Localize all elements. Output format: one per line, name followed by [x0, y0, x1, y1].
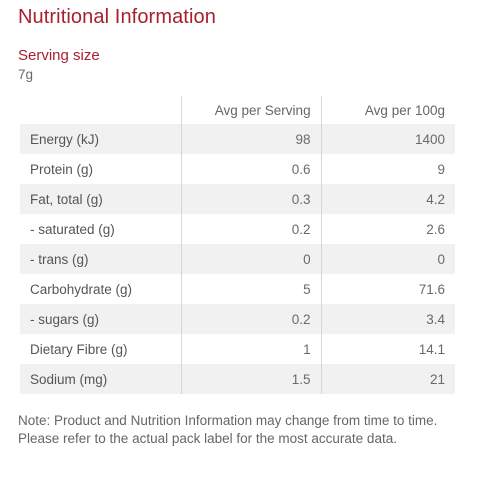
header-avg-per-serving: Avg per Serving [181, 96, 322, 124]
table-row: Protein (g) 0.6 9 [20, 154, 455, 184]
per-serving-value: 5 [181, 274, 322, 304]
per-100g-value: 14.1 [320, 334, 455, 364]
table-row: Energy (kJ) 98 1400 [20, 124, 455, 154]
table-row: Sodium (mg) 1.5 21 [20, 364, 455, 394]
nutrient-name: - sugars (g) [20, 304, 182, 334]
per-100g-value: 4.2 [320, 184, 455, 214]
per-serving-value: 0.2 [181, 214, 322, 244]
table-row: Fat, total (g) 0.3 4.2 [20, 184, 455, 214]
header-avg-per-100g: Avg per 100g [320, 96, 455, 124]
header-nutrient [20, 96, 182, 124]
per-serving-value: 98 [181, 124, 322, 154]
per-100g-value: 2.6 [320, 214, 455, 244]
serving-size-value: 7g [18, 67, 34, 82]
serving-size-label: Serving size [18, 47, 100, 64]
nutrient-name: Carbohydrate (g) [20, 274, 182, 304]
nutrient-name: Protein (g) [20, 154, 182, 184]
per-serving-value: 1 [181, 334, 322, 364]
nutrient-name: Sodium (mg) [20, 364, 182, 394]
per-100g-value: 71.6 [320, 274, 455, 304]
table-row: Carbohydrate (g) 5 71.6 [20, 274, 455, 304]
table-row: - saturated (g) 0.2 2.6 [20, 214, 455, 244]
per-100g-value: 9 [320, 154, 455, 184]
per-serving-value: 0 [181, 244, 322, 274]
per-serving-value: 0.3 [181, 184, 322, 214]
nutrient-name: - saturated (g) [20, 214, 182, 244]
table-row: - sugars (g) 0.2 3.4 [20, 304, 455, 334]
nutrition-table: Avg per Serving Avg per 100g Energy (kJ)… [20, 96, 455, 394]
table-row: - trans (g) 0 0 [20, 244, 455, 274]
nutrient-name: Dietary Fibre (g) [20, 334, 182, 364]
nutrient-name: Fat, total (g) [20, 184, 182, 214]
per-100g-value: 3.4 [320, 304, 455, 334]
per-serving-value: 1.5 [181, 364, 322, 394]
page-title: Nutritional Information [18, 6, 216, 28]
disclaimer-note: Note: Product and Nutrition Information … [18, 413, 438, 446]
table-row: Dietary Fibre (g) 1 14.1 [20, 334, 455, 364]
per-serving-value: 0.6 [181, 154, 322, 184]
per-100g-value: 1400 [320, 124, 455, 154]
per-100g-value: 21 [320, 364, 455, 394]
per-serving-value: 0.2 [181, 304, 322, 334]
nutrient-name: - trans (g) [20, 244, 182, 274]
nutrient-name: Energy (kJ) [20, 124, 182, 154]
table-header-row: Avg per Serving Avg per 100g [20, 96, 455, 124]
per-100g-value: 0 [320, 244, 455, 274]
